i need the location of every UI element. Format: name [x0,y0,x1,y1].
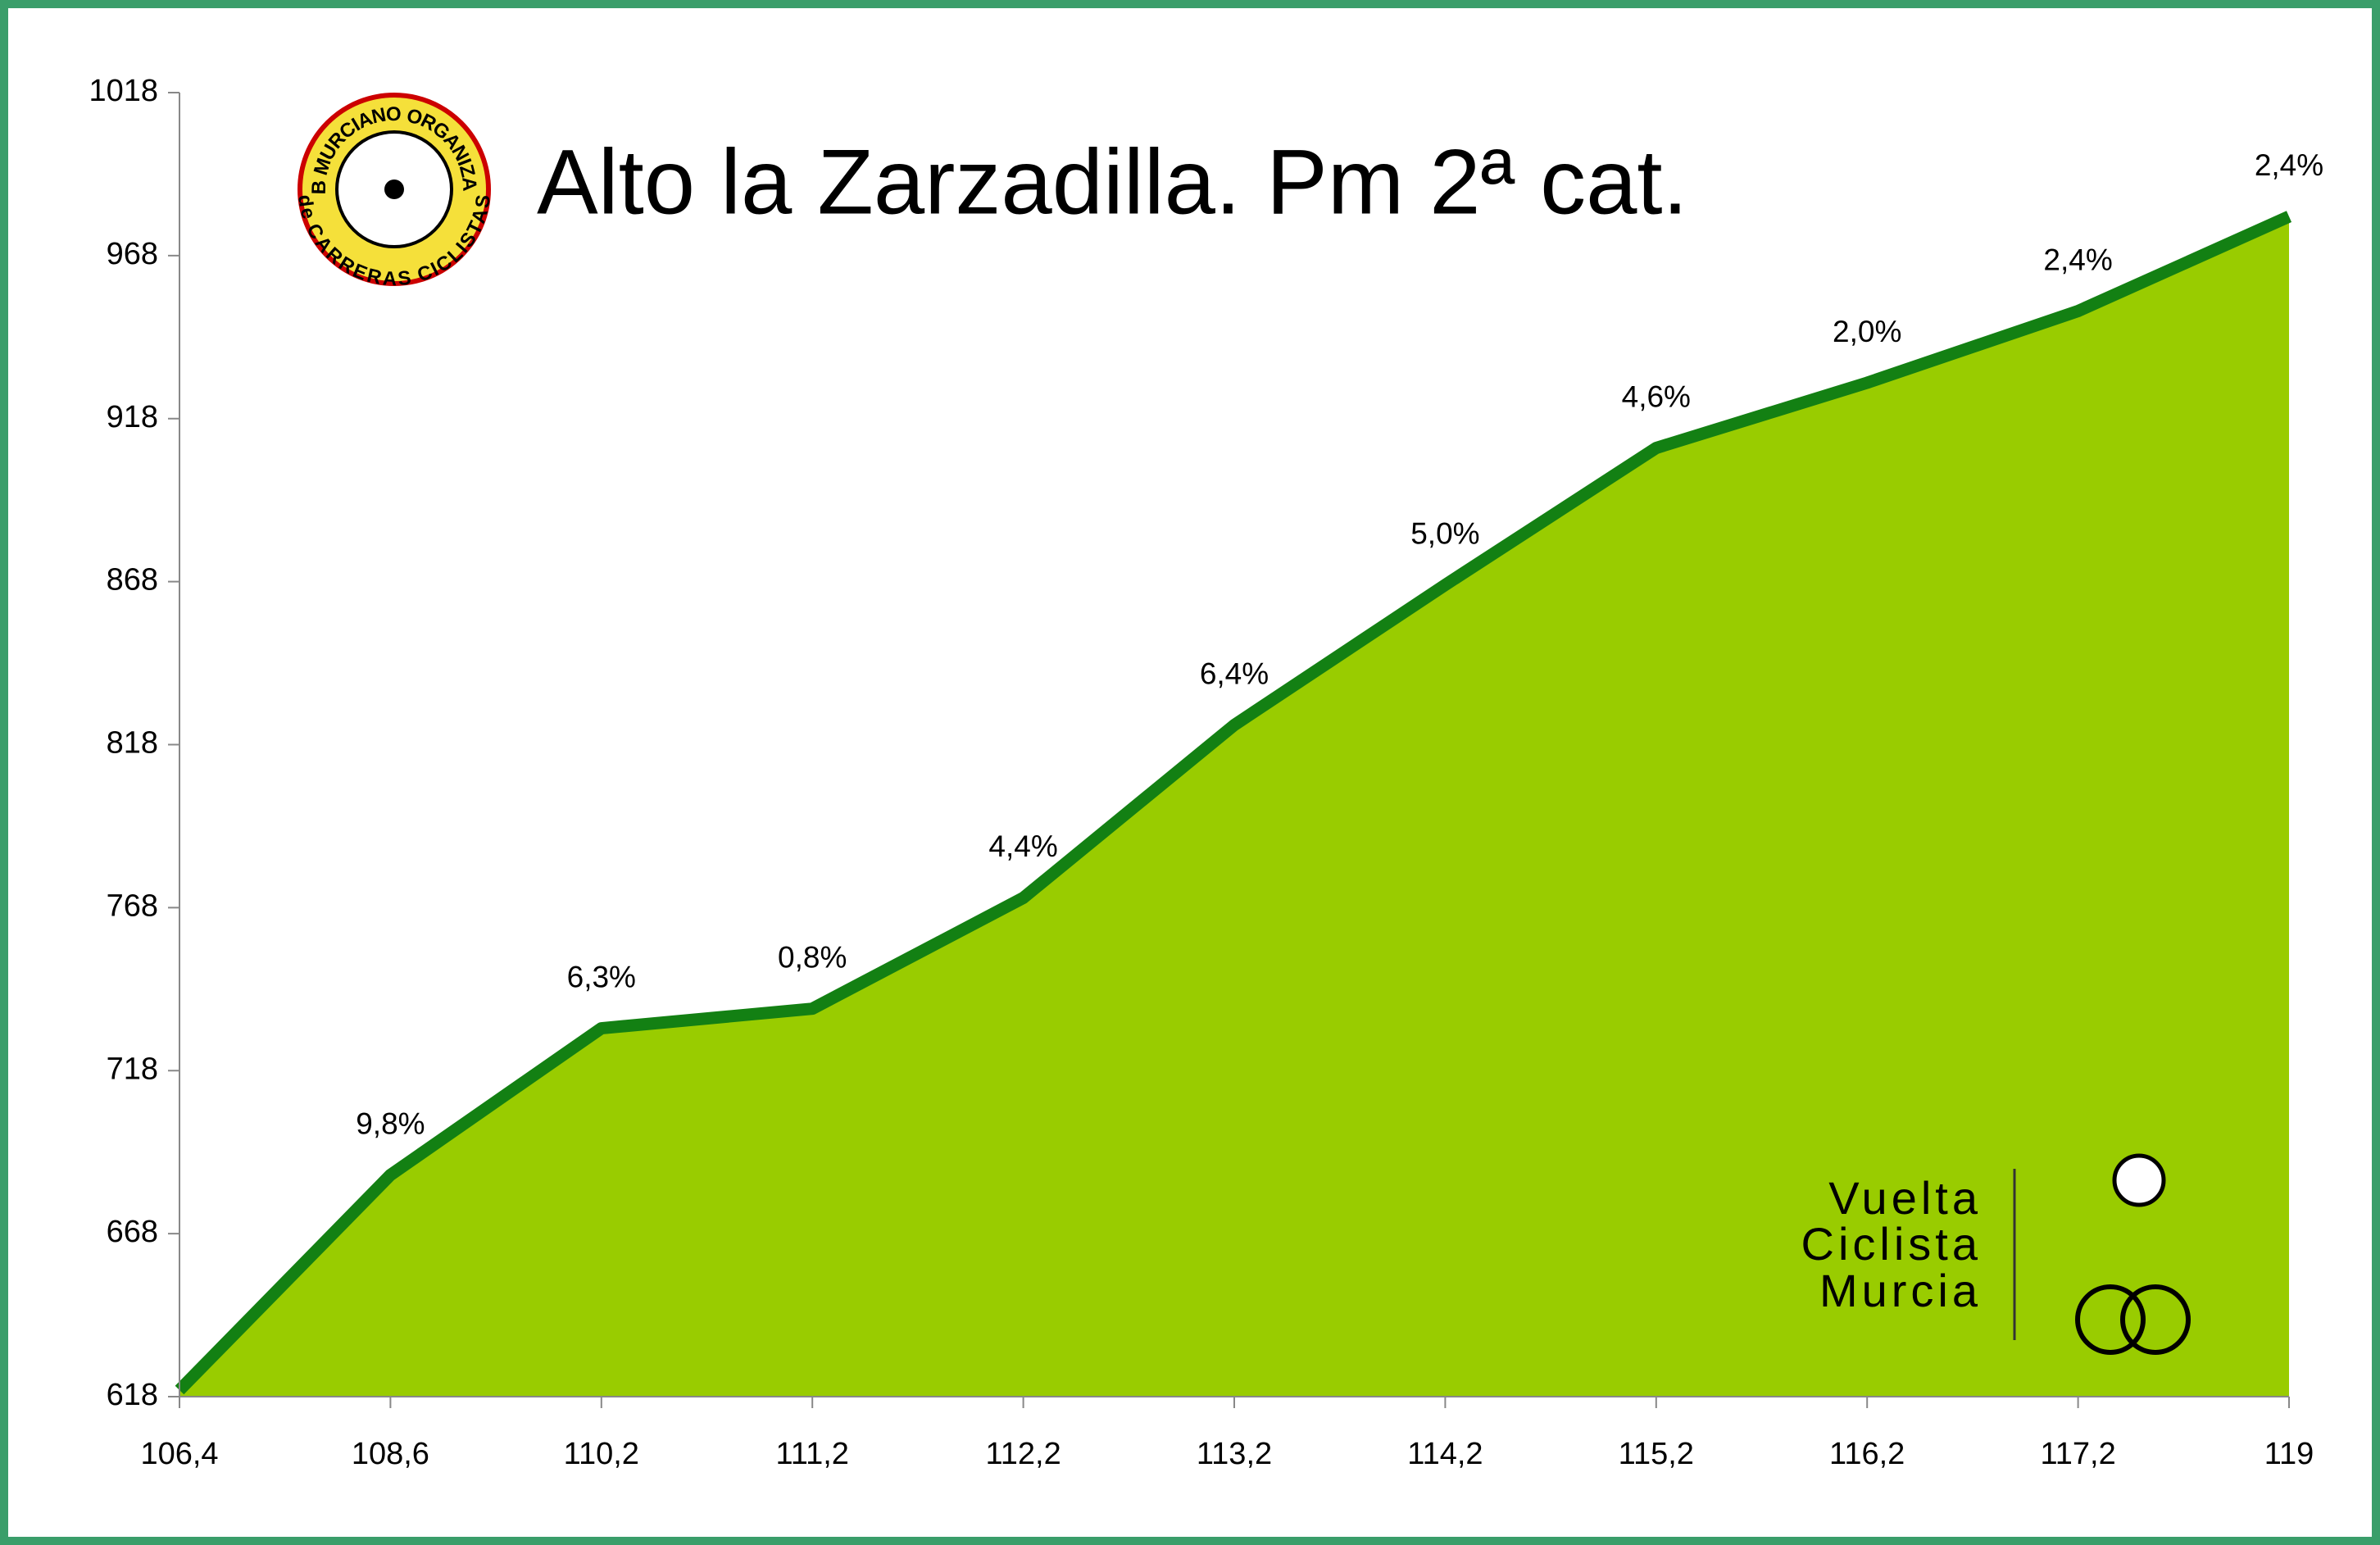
area [179,216,2289,1397]
x-tick-label: 111,2 [775,1437,848,1471]
bike-wheel [2075,1284,2146,1355]
x-tick-label: 108,6 [352,1437,429,1471]
x-tick-label: 114,2 [1407,1437,1483,1471]
y-tick-label: 818 [107,726,158,761]
gradient-label: 9,8% [356,1106,425,1140]
brand-line: Ciclista [1801,1218,1982,1270]
x-tick-label: 112,2 [985,1437,1061,1471]
brand-line: Vuelta [1828,1172,1982,1224]
x-tick-label: 116,2 [1829,1437,1905,1471]
y-tick-label: 868 [107,563,158,598]
gradient-label: 2,4% [2255,148,2323,182]
y-tick-label: 618 [107,1378,158,1412]
gradient-label: 2,0% [1833,315,1901,348]
bike-wheel [2120,1284,2191,1355]
x-tick-label: 110,2 [564,1437,639,1471]
x-tick-label: 117,2 [2040,1437,2115,1471]
y-tick-label: 1018 [89,74,158,108]
x-tick-label: 115,2 [1619,1437,1694,1471]
gradient-label: 4,4% [988,829,1057,863]
gradient-label: 5,0% [1410,516,1479,550]
chart-title: Alto la Zarzadilla. Pm 2ª cat. [537,131,1688,234]
gradient-label: 6,3% [567,960,636,993]
x-tick-label: 106,4 [140,1437,218,1471]
gradient-label: 4,6% [1622,379,1691,413]
brand-line: Murcia [1819,1265,1982,1316]
logo: CLUB MURCIANO ORGANIZADOR de CARRERAS CI… [0,0,495,290]
y-tick-label: 918 [107,400,158,434]
rider-head [2112,1153,2166,1207]
y-tick-label: 668 [107,1215,158,1249]
y-tick-label: 768 [107,888,158,923]
y-tick-label: 718 [107,1052,158,1086]
y-tick-label: 968 [107,237,158,271]
gradient-label: 6,4% [1200,657,1269,690]
profile-line [175,211,2292,1395]
gradient-label: 0,8% [778,940,847,974]
brand: Vuelta Ciclista Murcia [1801,1153,2191,1355]
x-tick-label: 113,2 [1197,1437,1272,1471]
gradient-label: 2,4% [2043,243,2112,276]
logo-hub [384,179,404,199]
x-tick-label: 119 [2264,1437,2314,1471]
